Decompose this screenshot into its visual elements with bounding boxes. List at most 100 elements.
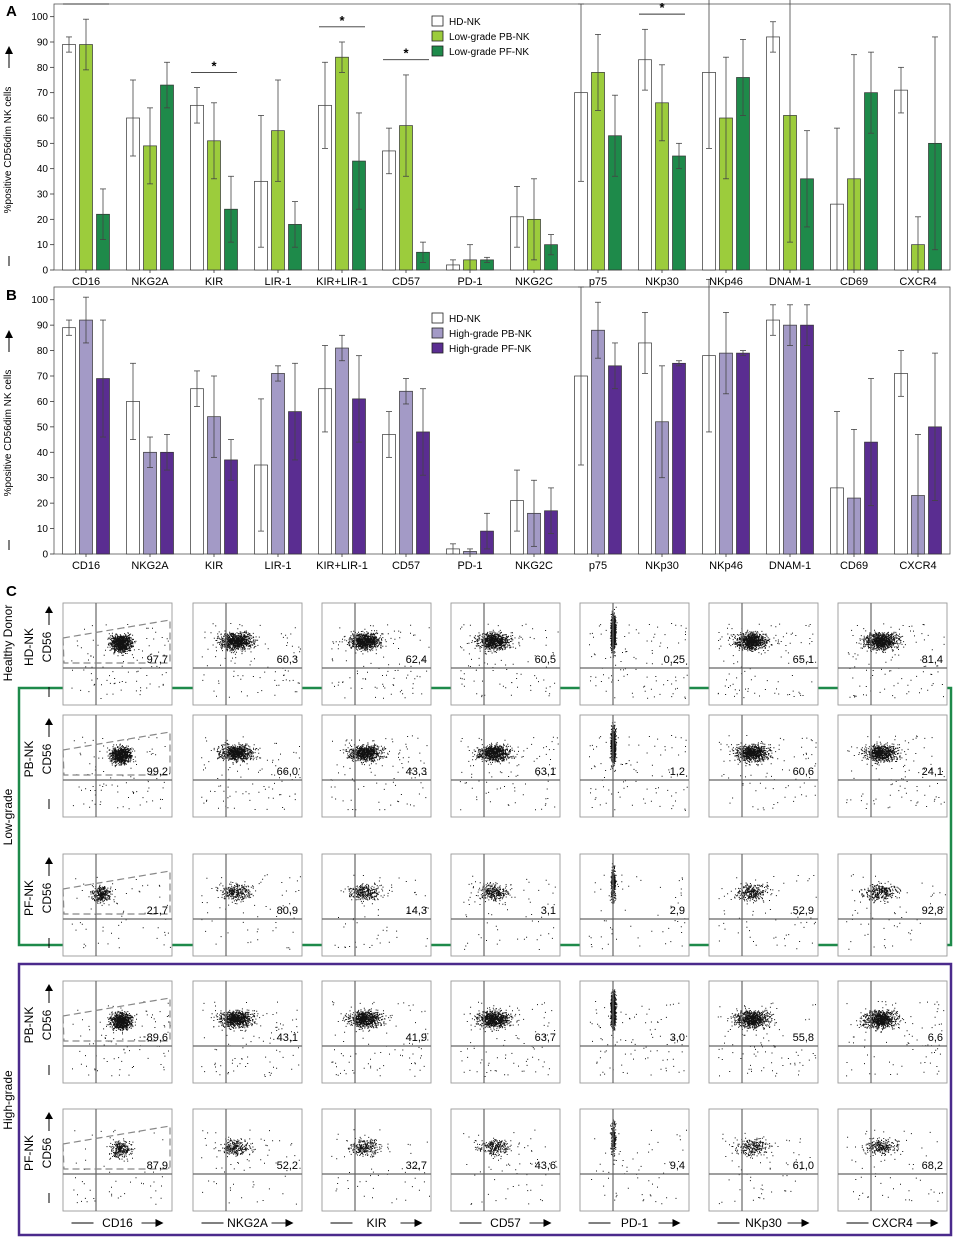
x-tick-label: CXCR4 bbox=[899, 276, 936, 288]
x-marker-label: NKp30 bbox=[745, 1216, 782, 1230]
x-marker-label: CD57 bbox=[490, 1216, 521, 1230]
flow-plot: 63,1 bbox=[450, 714, 561, 818]
flow-plot-frame bbox=[321, 980, 432, 1084]
flow-plot-frame bbox=[321, 853, 432, 957]
flow-dots bbox=[589, 986, 688, 1076]
plot-frame bbox=[53, 3, 951, 271]
legend-a-low-pb: Low-grade PB-NK bbox=[449, 32, 530, 43]
x-tick-label: NKG2A bbox=[131, 276, 169, 288]
flow-dots bbox=[847, 623, 945, 699]
flow-plot-frame bbox=[192, 602, 303, 706]
flow-plot: 63,7 bbox=[450, 980, 561, 1084]
flow-dots bbox=[459, 736, 559, 811]
flow-percent-value: 89,6 bbox=[147, 1032, 168, 1044]
flow-percent-value: 43,1 bbox=[277, 1032, 298, 1044]
y-tick-label: 10 bbox=[37, 524, 49, 535]
flow-plot-frame bbox=[62, 980, 173, 1084]
flow-plot: 66,0 bbox=[192, 714, 303, 818]
flow-plot: 3,0 bbox=[579, 980, 690, 1084]
y-marker-cd56: CD56 bbox=[40, 1009, 54, 1040]
y-tick-label: 60 bbox=[37, 114, 49, 125]
y-tick-label: 30 bbox=[37, 190, 49, 201]
flow-plot-frame bbox=[450, 714, 561, 818]
y-marker-cd56: CD56 bbox=[40, 631, 54, 662]
bar bbox=[800, 324, 814, 555]
y-tick-label: 30 bbox=[37, 473, 49, 484]
flow-plot: 65,1 bbox=[708, 602, 819, 706]
flow-plot-frame bbox=[837, 714, 948, 818]
flow-plot-frame bbox=[192, 853, 303, 957]
flow-plot: 89,6 bbox=[62, 980, 173, 1084]
y-tick-label: 60 bbox=[37, 397, 49, 408]
flow-percent-value: 43,3 bbox=[406, 766, 427, 778]
y-marker-cd56: CD56 bbox=[40, 1137, 54, 1168]
flow-percent-value: 68,2 bbox=[922, 1160, 943, 1172]
flow-plot: 68,2 bbox=[837, 1108, 948, 1212]
flow-plot: 41,9 bbox=[321, 980, 432, 1084]
flow-percent-value: 81,4 bbox=[922, 654, 943, 666]
y-tick-label: 70 bbox=[37, 88, 49, 99]
flow-plot: 6,6 bbox=[837, 980, 948, 1084]
flow-plot: 43,3 bbox=[321, 714, 432, 818]
x-marker-label: NKG2A bbox=[227, 1216, 268, 1230]
flow-plot: 81,4 bbox=[837, 602, 948, 706]
y-tick-label: 20 bbox=[37, 499, 49, 510]
bar bbox=[62, 327, 76, 555]
x-tick-label: KIR bbox=[205, 560, 223, 572]
flow-plot-frame bbox=[62, 853, 173, 957]
y-tick-label: 0 bbox=[42, 550, 48, 561]
row-label: PB-NK bbox=[22, 741, 36, 778]
x-tick-label: DNAM-1 bbox=[769, 560, 811, 572]
bar bbox=[783, 324, 797, 555]
bar bbox=[591, 329, 605, 555]
flow-percent-value: 1,2 bbox=[670, 766, 685, 778]
flow-plot-frame bbox=[708, 980, 819, 1084]
flow-plot-frame bbox=[62, 1108, 173, 1212]
flow-plot-frame bbox=[837, 980, 948, 1084]
flow-plot-frame bbox=[837, 853, 948, 957]
flow-percent-value: 87,9 bbox=[147, 1160, 168, 1172]
flow-percent-value: 60,6 bbox=[793, 766, 814, 778]
x-tick-label: KIR+LIR-1 bbox=[316, 560, 368, 572]
y-arrow-head bbox=[45, 984, 53, 991]
legend-a-hd: HD-NK bbox=[449, 17, 481, 28]
flow-plot: 43,1 bbox=[192, 980, 303, 1084]
y-marker-cd56: CD56 bbox=[40, 882, 54, 913]
y-tick-label: 90 bbox=[37, 321, 49, 332]
bar bbox=[894, 373, 908, 555]
flow-plot-frame bbox=[192, 980, 303, 1084]
y-tick-label: 80 bbox=[37, 63, 49, 74]
bar bbox=[736, 352, 750, 555]
flow-percent-value: 92,8 bbox=[922, 905, 943, 917]
flow-plot-frame bbox=[450, 1108, 561, 1212]
flow-plot-frame bbox=[708, 1108, 819, 1212]
flow-plot: 60,6 bbox=[708, 714, 819, 818]
x-tick-label: PD-1 bbox=[457, 276, 482, 288]
flow-percent-value: 63,7 bbox=[535, 1032, 556, 1044]
bar bbox=[271, 373, 285, 555]
y-tick-label: 100 bbox=[31, 295, 48, 306]
flow-plot: 14,3 bbox=[321, 853, 432, 957]
flow-grid: HD-NK CD56 97,7 60,3 62,4 60,5 0,25 65,1 81,4 PB-… bbox=[22, 602, 948, 1212]
y-tick-label: 70 bbox=[37, 372, 49, 383]
flow-percent-value: 65,1 bbox=[793, 654, 814, 666]
panel-a-ylabel: %positive CD56dim NK cells bbox=[3, 87, 14, 214]
legend-b-high-pf: High-grade PF-NK bbox=[449, 344, 532, 355]
bar bbox=[399, 390, 413, 555]
bar bbox=[672, 155, 686, 271]
x-marker-arrow-head bbox=[285, 1219, 294, 1227]
flow-percent-value: 6,6 bbox=[928, 1032, 943, 1044]
flow-plot: 43,6 bbox=[450, 1108, 561, 1212]
flow-gate-polygon bbox=[62, 731, 171, 776]
x-tick-label: p75 bbox=[589, 560, 607, 572]
significance-star: * bbox=[83, 0, 89, 5]
x-marker-arrow-head bbox=[543, 1219, 552, 1227]
x-tick-label: DNAM-1 bbox=[769, 276, 811, 288]
x-tick-label: p75 bbox=[589, 276, 607, 288]
flow-dots bbox=[589, 606, 688, 699]
flow-plot: 62,4 bbox=[321, 602, 432, 706]
flow-dots bbox=[71, 624, 169, 699]
y-arrow-head bbox=[45, 606, 53, 613]
y-tick-label: 100 bbox=[31, 12, 48, 23]
flow-plot: 87,9 bbox=[62, 1108, 173, 1212]
